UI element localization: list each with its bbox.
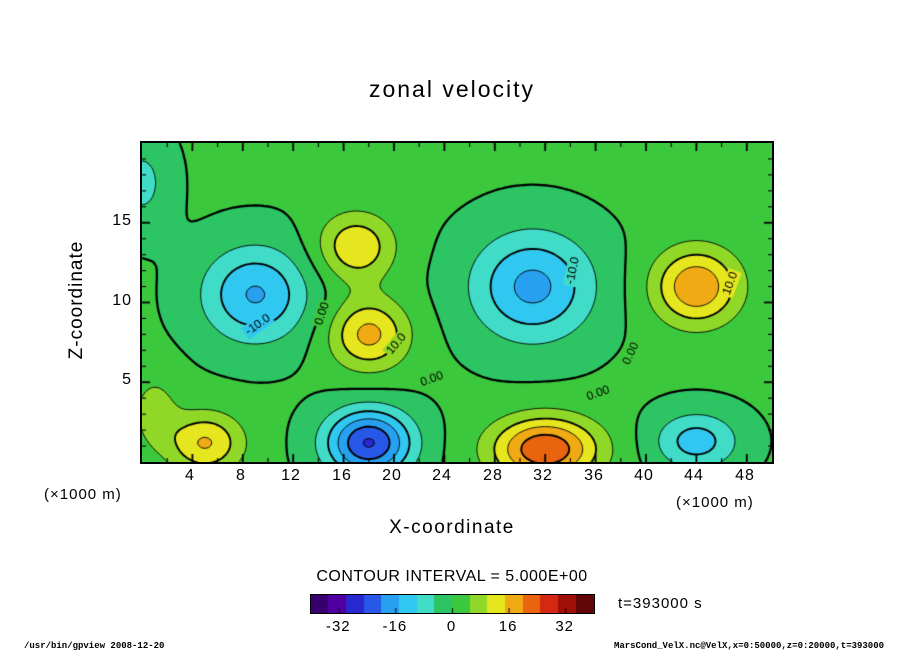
colorbar-tick-label: 16 [498, 618, 518, 635]
y-tick-label: 15 [112, 212, 132, 229]
y-axis-label: Z-coordinate [66, 240, 87, 360]
contour-interval-text: CONTOUR INTERVAL = 5.000E+00 [316, 568, 588, 585]
y-tick-label: 10 [112, 292, 132, 309]
x-tick-label: 20 [382, 467, 402, 484]
colorbar [310, 594, 595, 614]
x-tick-label: 36 [584, 467, 604, 484]
colorbar-canvas [311, 595, 594, 613]
x-tick-label: 32 [533, 467, 553, 484]
x-tick-label: 4 [185, 467, 195, 484]
colorbar-tick-label: -32 [325, 618, 351, 635]
footer-command-text: /usr/bin/gpview 2008-12-20 [24, 641, 165, 651]
x-tick-label: 44 [684, 467, 704, 484]
x-tick-label: 8 [236, 467, 246, 484]
x-axis-label: X-coordinate [389, 517, 515, 538]
z-axis-unit: (×1000 m) [44, 486, 122, 503]
contour-canvas [142, 143, 772, 462]
footer-source-text: MarsCond_VelX.nc@VelX,x=0:50000,z=0:2000… [613, 641, 884, 651]
colorbar-tick-label: 0 [446, 618, 457, 635]
x-tick-label: 28 [483, 467, 503, 484]
y-tick-label: 5 [122, 371, 132, 388]
x-tick-label: 48 [735, 467, 755, 484]
plot-area [140, 141, 774, 464]
x-tick-label: 12 [281, 467, 301, 484]
x-axis-unit: (×1000 m) [676, 494, 754, 511]
x-tick-label: 40 [634, 467, 654, 484]
x-tick-row: 4 8 12 16 20 24 28 32 36 40 44 48 [140, 467, 770, 487]
plot-title: zonal velocity [368, 76, 536, 102]
colorbar-tick-row: -32 -16 0 16 32 [310, 618, 593, 636]
x-tick-label: 16 [332, 467, 352, 484]
colorbar-tick-label: -16 [382, 618, 408, 635]
time-annotation: t=393000 s [618, 595, 703, 612]
colorbar-tick-label: 32 [555, 618, 575, 635]
x-tick-label: 24 [432, 467, 452, 484]
